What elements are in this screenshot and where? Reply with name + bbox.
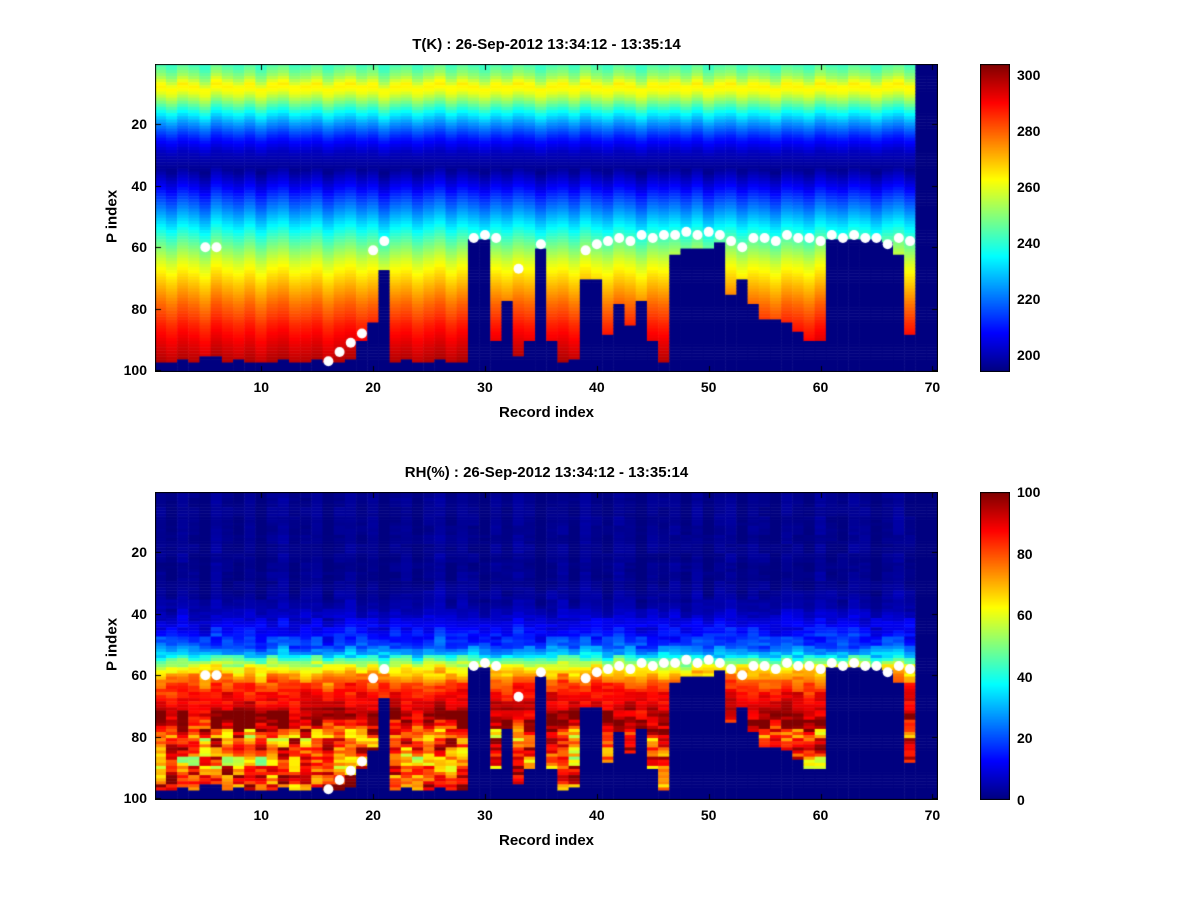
x-tick-label: 10 xyxy=(253,379,270,395)
x-tick-label: 60 xyxy=(812,379,829,395)
y-tick-label: 100 xyxy=(123,362,147,379)
colorbar-humidity xyxy=(980,492,1010,800)
x-tick-label: 60 xyxy=(812,807,829,823)
colorbar-tick-label: 20 xyxy=(1017,730,1033,747)
y-tick-label: 60 xyxy=(131,667,147,684)
y-tick-label: 100 xyxy=(123,790,147,807)
x-tick-label: 40 xyxy=(589,807,605,823)
y-tick-label: 80 xyxy=(131,728,147,745)
y-tick-label: 40 xyxy=(131,177,147,194)
plot-title-temperature: T(K) : 26-Sep-2012 13:34:12 - 13:35:14 xyxy=(412,36,681,53)
colorbar-tick-label: 280 xyxy=(1017,123,1041,140)
y-tick-label: 80 xyxy=(131,300,147,317)
colorbar-tick-label: 40 xyxy=(1017,668,1033,685)
y-tick-label: 40 xyxy=(131,605,147,622)
colorbar-tick-label: 260 xyxy=(1017,179,1041,196)
x-tick-label: 70 xyxy=(924,807,941,823)
colorbar-tick-label: 0 xyxy=(1017,792,1025,808)
y-tick-label: 20 xyxy=(131,544,147,561)
y-tick-label: 20 xyxy=(131,116,147,133)
heatmap-canvas-humidity xyxy=(155,492,938,800)
x-axis-label-temperature: Record index xyxy=(498,404,595,421)
y-tick-label: 60 xyxy=(131,239,147,256)
x-tick-label: 30 xyxy=(477,807,493,823)
colorbar-tick-label: 60 xyxy=(1017,607,1033,624)
y-axis-label-humidity: P index xyxy=(103,617,121,672)
colorbar-tick-label: 200 xyxy=(1017,347,1041,364)
x-tick-label: 20 xyxy=(365,807,381,823)
x-tick-label: 50 xyxy=(700,807,717,823)
x-tick-label: 20 xyxy=(365,379,381,395)
colorbar-tick-label: 100 xyxy=(1017,484,1041,500)
x-axis-label-humidity: Record index xyxy=(498,832,595,849)
colorbar-tick-label: 80 xyxy=(1017,545,1033,562)
plot-title-humidity: RH(%) : 26-Sep-2012 13:34:12 - 13:35:14 xyxy=(404,464,689,481)
colorbar-tick-label: 240 xyxy=(1017,235,1041,252)
heatmap-canvas-temperature xyxy=(155,64,938,372)
x-tick-label: 10 xyxy=(253,807,270,823)
x-tick-label: 70 xyxy=(924,379,941,395)
x-tick-label: 30 xyxy=(477,379,493,395)
y-axis-label-temperature: P index xyxy=(103,189,121,244)
x-tick-label: 40 xyxy=(589,379,605,395)
colorbar-tick-label: 220 xyxy=(1017,291,1041,308)
colorbar-tick-label: 300 xyxy=(1017,67,1041,84)
colorbar-temperature xyxy=(980,64,1010,372)
x-tick-label: 50 xyxy=(700,379,717,395)
